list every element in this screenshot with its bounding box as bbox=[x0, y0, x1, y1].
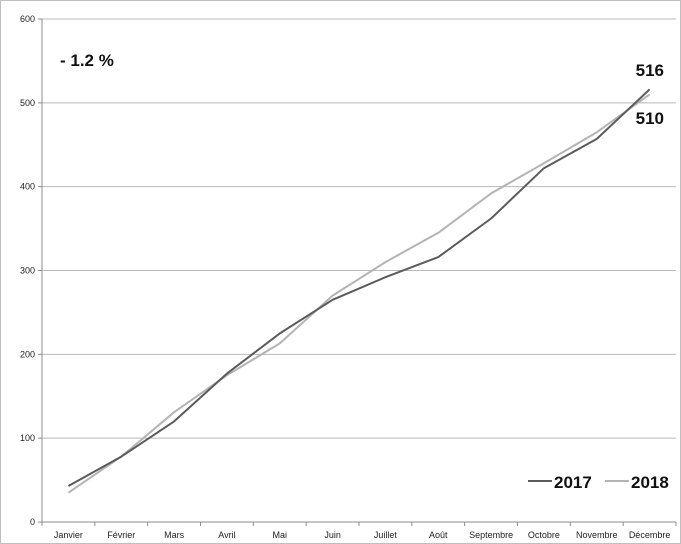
x-tick-label: Mai bbox=[272, 530, 287, 540]
x-tick-label: Mars bbox=[164, 530, 184, 540]
x-tick-label: Décembre bbox=[629, 530, 671, 540]
series-line-2018 bbox=[67, 93, 651, 494]
x-tick-label: Août bbox=[429, 530, 448, 540]
gridlines bbox=[42, 18, 676, 439]
change-annotation: - 1.2 % bbox=[60, 51, 114, 70]
x-tick-label: Avril bbox=[218, 530, 235, 540]
x-tick-label: Juillet bbox=[374, 530, 398, 540]
end-value-2017: 516 bbox=[636, 61, 664, 80]
x-tick-label: Février bbox=[107, 530, 135, 540]
x-tick-label: Novembre bbox=[576, 530, 618, 540]
y-tick-label: 500 bbox=[20, 98, 35, 108]
y-tick-label: 300 bbox=[20, 266, 35, 276]
y-tick-label: 200 bbox=[20, 349, 35, 359]
series-lines bbox=[67, 88, 651, 494]
y-tick-label: 400 bbox=[20, 182, 35, 192]
legend: 2017 2018 bbox=[528, 473, 669, 492]
series-line-2017 bbox=[67, 88, 651, 487]
x-tick-label: Juin bbox=[324, 530, 341, 540]
legend-label-2017: 2017 bbox=[554, 473, 592, 492]
x-axis-ticks: Janvier Février Mars Avril Mai Juin Juillet Aoû… bbox=[41, 522, 677, 540]
y-axis-ticks: 0 100 200 300 400 500 600 bbox=[20, 14, 43, 527]
x-tick-label: Septembre bbox=[469, 530, 513, 540]
x-tick-label: Janvier bbox=[54, 530, 83, 540]
x-tick-label: Octobre bbox=[528, 530, 560, 540]
y-tick-label: 600 bbox=[20, 14, 35, 24]
end-value-2018: 510 bbox=[636, 109, 664, 128]
legend-label-2018: 2018 bbox=[631, 473, 669, 492]
y-tick-label: 0 bbox=[30, 517, 35, 527]
y-tick-label: 100 bbox=[20, 433, 35, 443]
